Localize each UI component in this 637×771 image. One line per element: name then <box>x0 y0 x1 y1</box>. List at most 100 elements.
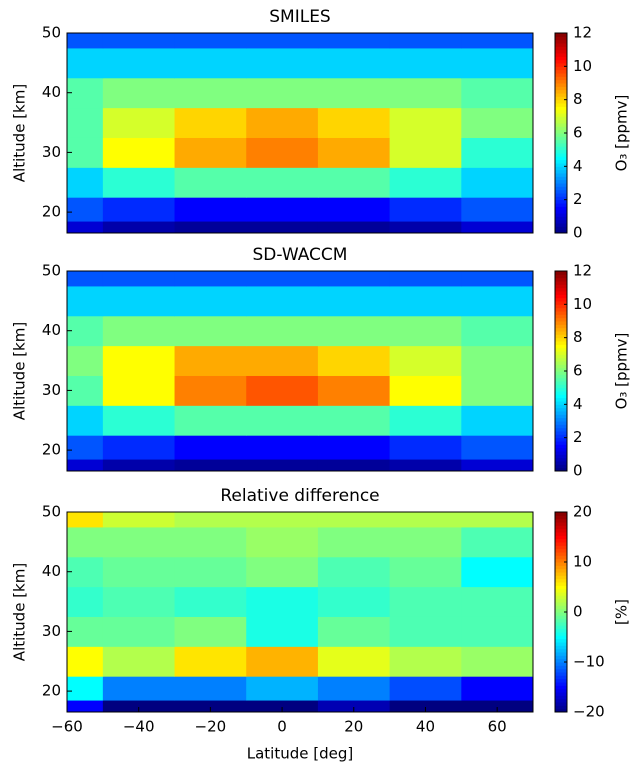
panel-title: SD-WACCM <box>253 245 348 265</box>
colorbar-tick-label: 12 <box>573 262 592 280</box>
y-tick-label: 50 <box>42 24 61 42</box>
x-tick-label: −60 <box>51 718 83 736</box>
colorbar-segment <box>555 401 567 405</box>
colorbar-segment <box>555 59 567 64</box>
colorbar-segment <box>555 186 567 191</box>
cell <box>174 271 247 287</box>
colorbar-segment <box>555 76 567 81</box>
cell <box>67 646 104 677</box>
cell <box>461 315 534 347</box>
colorbar-segment <box>555 166 567 171</box>
cell <box>102 167 176 198</box>
colorbar-segment <box>555 324 567 329</box>
cell <box>67 47 104 79</box>
cell <box>461 405 534 436</box>
colorbar-segment <box>555 424 567 429</box>
cell <box>317 676 391 701</box>
colorbar-tick-label: −10 <box>573 653 605 671</box>
colorbar-segment <box>555 156 567 161</box>
cell <box>389 315 462 347</box>
colorbar-segment <box>555 625 567 630</box>
colorbar-segment <box>555 179 567 184</box>
x-axis-label: Latitude [deg] <box>247 745 353 763</box>
colorbar-segment <box>555 193 567 197</box>
colorbar-segment <box>555 364 567 369</box>
colorbar-segment <box>555 284 567 289</box>
cell <box>246 197 319 222</box>
colorbar-segment <box>555 414 567 419</box>
colorbar-segment <box>555 206 567 211</box>
colorbar-segment <box>555 43 567 47</box>
colorbar-segment <box>555 311 567 315</box>
cell <box>102 33 176 49</box>
cell <box>246 556 319 588</box>
colorbar-segment <box>555 106 567 111</box>
y-axis-label: Altitude [km] <box>11 322 29 420</box>
panel-title: Relative difference <box>220 486 379 506</box>
colorbar-segment <box>555 417 567 422</box>
colorbar-segment <box>555 123 567 127</box>
cell <box>102 435 176 460</box>
cell <box>174 167 247 198</box>
x-tick-label: −20 <box>195 718 227 736</box>
cell <box>67 556 104 588</box>
colorbar-segment <box>555 464 567 469</box>
colorbar-segment <box>555 582 567 586</box>
colorbar-segment <box>555 655 567 660</box>
cell <box>389 676 462 701</box>
colorbar-tick-label: 0 <box>573 462 583 480</box>
colorbar-segment <box>555 688 567 693</box>
colorbar-segment <box>555 602 567 606</box>
cell <box>461 271 534 287</box>
cell <box>246 646 319 677</box>
cell <box>67 107 104 138</box>
colorbar-tick-label: 20 <box>573 503 592 521</box>
colorbar-segment <box>555 199 567 204</box>
panel-title: SMILES <box>269 7 330 27</box>
colorbar-segment <box>555 73 567 77</box>
cell <box>461 375 534 406</box>
colorbar-tick-label: 10 <box>573 295 592 313</box>
colorbar-segment <box>555 642 567 646</box>
colorbar-segment <box>555 421 567 425</box>
colorbar-tick-label: 4 <box>573 157 583 175</box>
colorbar-segment <box>555 632 567 636</box>
colorbar-segment <box>555 662 567 666</box>
colorbar-segment <box>555 344 567 349</box>
colorbar-segment <box>555 347 567 352</box>
y-tick-label: 30 <box>42 622 61 640</box>
colorbar-segment <box>555 381 567 385</box>
colorbar-segment <box>555 431 567 435</box>
cell <box>246 700 319 713</box>
x-tick-label: −40 <box>123 718 155 736</box>
cell <box>389 33 462 49</box>
colorbar-segment <box>555 33 567 37</box>
cell <box>317 271 391 287</box>
cell <box>317 285 391 317</box>
colorbar-segment <box>555 618 567 623</box>
cell <box>461 586 534 617</box>
colorbar-segment <box>555 119 567 124</box>
cell <box>461 646 534 677</box>
cell <box>461 137 534 168</box>
cell <box>246 526 319 558</box>
cell <box>317 700 391 713</box>
cell <box>174 47 247 79</box>
colorbar-segment <box>555 698 567 703</box>
cell <box>174 676 247 701</box>
colorbar-segment <box>555 69 567 74</box>
colorbar-segment <box>555 89 567 94</box>
cell <box>67 137 104 168</box>
colorbar-segment <box>555 357 567 362</box>
colorbar-segment <box>555 572 567 576</box>
y-tick-label: 30 <box>42 381 61 399</box>
cell <box>317 556 391 588</box>
cell <box>67 459 104 472</box>
cell <box>317 646 391 677</box>
colorbar-segment <box>555 86 567 91</box>
cell <box>67 512 104 528</box>
cell <box>461 77 534 109</box>
cell <box>102 512 176 528</box>
cell <box>102 646 176 677</box>
cell <box>461 47 534 79</box>
